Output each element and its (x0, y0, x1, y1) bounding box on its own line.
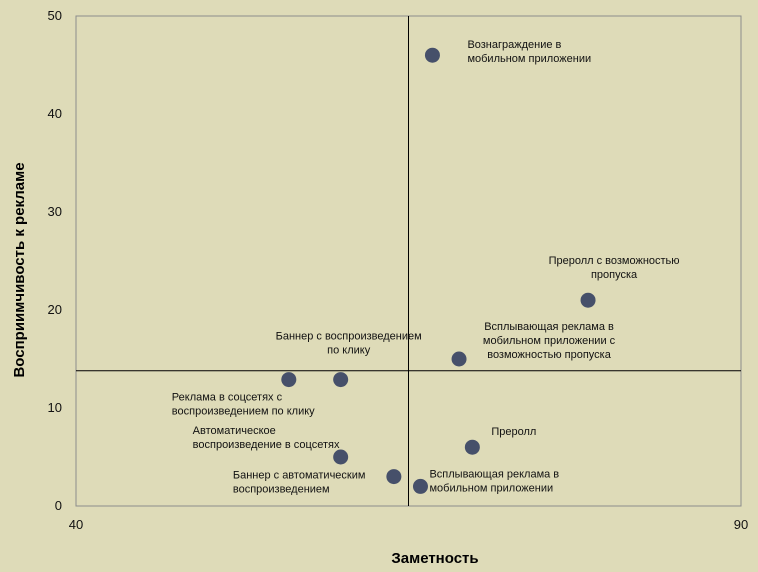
x-tick-label: 40 (69, 517, 83, 532)
data-point-label-line: мобильном приложении (429, 482, 553, 494)
data-point-label-line: Всплывающая реклама в (429, 468, 559, 480)
data-points (281, 47, 596, 494)
data-point-label-line: Всплывающая реклама в (484, 321, 614, 333)
data-point-label-line: мобильном приложении с (483, 335, 616, 347)
data-point-label: Баннер с воспроизведением по клику (276, 331, 422, 357)
y-tick-label: 30 (48, 204, 62, 219)
y-tick-label: 50 (48, 8, 62, 23)
data-point (281, 372, 297, 388)
data-point-label-line: Баннер с автоматическим (233, 470, 366, 482)
y-axis-ticks: 0 10 20 30 40 50 (48, 8, 62, 513)
data-point-label: Автоматическое воспроизведение в соцсетях (193, 425, 340, 451)
y-tick-label: 20 (48, 302, 62, 317)
data-point-label-line: воспроизведение в соцсетях (193, 439, 340, 451)
data-point-label-line: Вознаграждение в (467, 39, 561, 51)
point-labels: Вознаграждение в мобильном приложении Прер… (172, 39, 680, 495)
data-point-label: Всплывающая реклама в мобильном приложени… (429, 468, 559, 494)
data-point-label-line: возможностью пропуска (487, 349, 612, 361)
data-point-label-line: Преролл с возможностью (549, 255, 680, 267)
data-point-label: Баннер с автоматическим воспроизведением (233, 470, 366, 496)
data-point-label-line: Баннер с воспроизведением (276, 331, 422, 343)
x-tick-label: 90 (734, 517, 748, 532)
data-point-label-line: Реклама в соцсетях с (172, 392, 283, 404)
y-tick-label: 10 (48, 400, 62, 415)
reference-lines (76, 16, 741, 506)
data-point-label: Реклама в соцсетях с воспроизведением по … (172, 392, 315, 418)
data-point-label-line: воспроизведением (233, 484, 330, 496)
data-point (386, 469, 402, 485)
x-axis-title: Заметность (391, 550, 478, 567)
data-point-label: Преролл с возможностью пропуска (549, 255, 680, 281)
data-point (424, 47, 440, 63)
x-axis-ticks: 40 90 (69, 517, 748, 532)
data-point-label-line: пропуска (591, 269, 638, 281)
data-point-label: Преролл (491, 426, 536, 438)
y-tick-label: 0 (55, 498, 62, 513)
y-axis-title: Восприимчивость к рекламе (11, 162, 28, 377)
data-point (412, 478, 428, 494)
data-point-label-line: по клику (327, 345, 371, 357)
data-point (333, 449, 349, 465)
data-point-label-line: Преролл (491, 426, 536, 438)
data-point-label-line: воспроизведением по клику (172, 406, 315, 418)
data-point (333, 372, 349, 388)
data-point (464, 439, 480, 455)
data-point-label: Всплывающая реклама в мобильном приложени… (483, 321, 616, 361)
y-tick-label: 40 (48, 106, 62, 121)
data-point-label: Вознаграждение в мобильном приложении (467, 39, 591, 65)
data-point-label-line: Автоматическое (193, 425, 276, 437)
data-point (451, 351, 467, 367)
data-point-label-line: мобильном приложении (467, 53, 591, 65)
data-point (580, 292, 596, 308)
